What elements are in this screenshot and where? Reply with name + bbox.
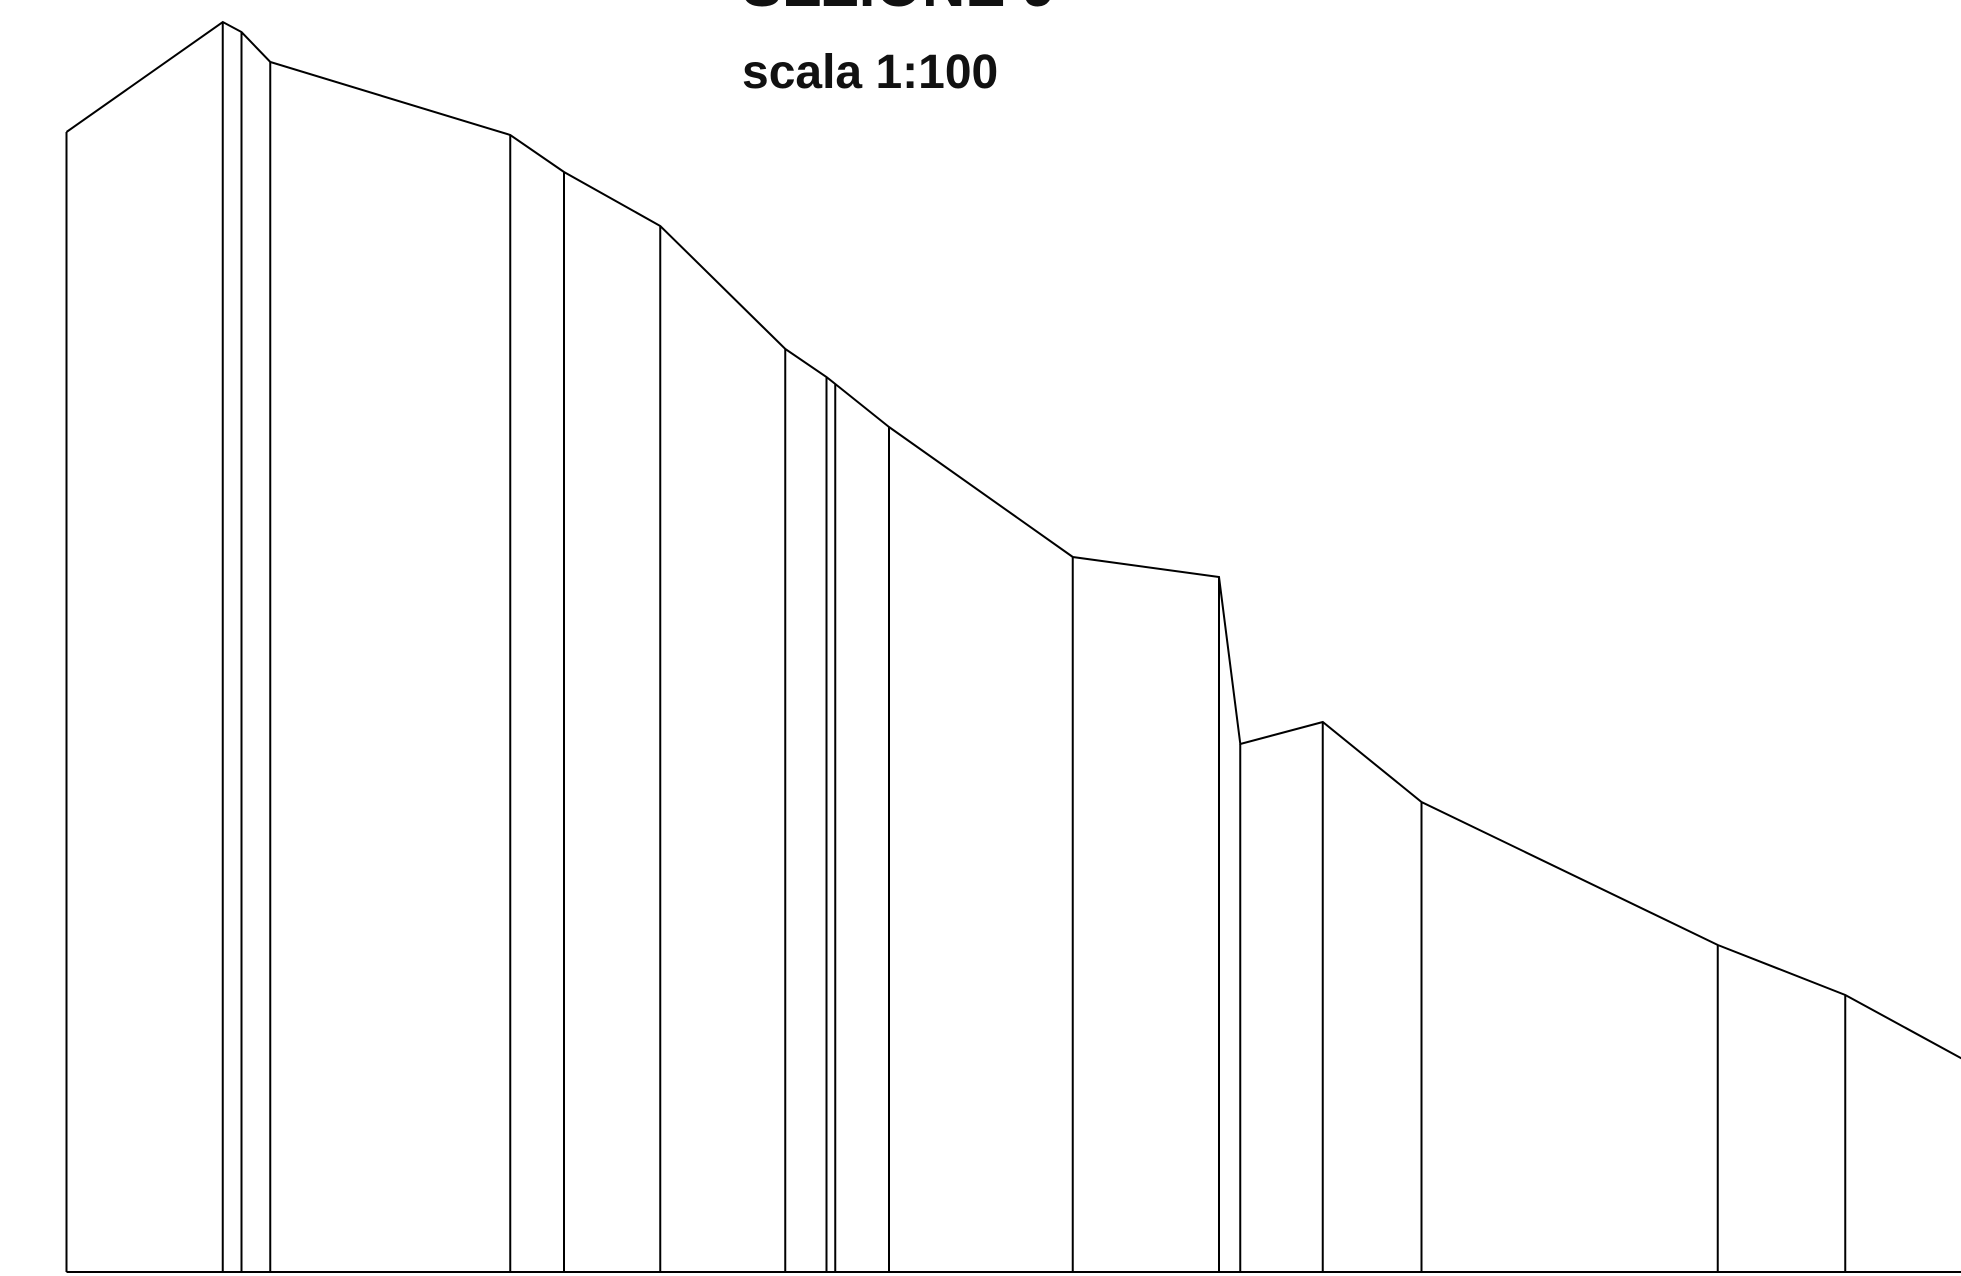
section-title: SEZIONE 9 (742, 0, 1055, 19)
terrain-profile (65, 20, 1961, 1273)
scale-label: scala 1:100 (742, 46, 998, 99)
ground-profile-line (65, 20, 1961, 1060)
